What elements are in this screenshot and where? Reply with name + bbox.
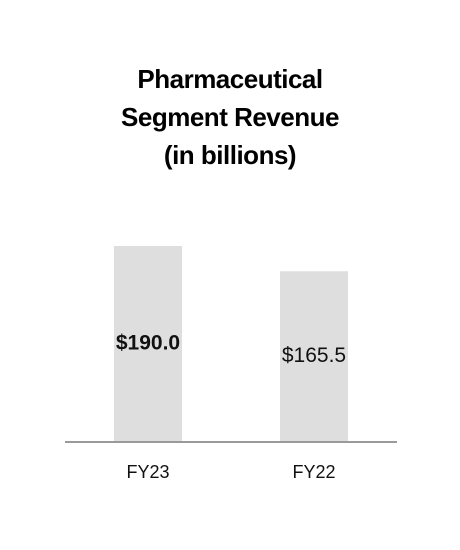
x-tick-label: FY23 [126,462,169,482]
bar [280,271,348,442]
value-label: $190.0 [116,332,180,355]
value-label: $165.5 [282,344,346,367]
bar [114,246,182,442]
x-tick-label: FY22 [292,462,335,482]
chart-title: Pharmaceutical Segment Revenue (in billi… [121,64,339,170]
